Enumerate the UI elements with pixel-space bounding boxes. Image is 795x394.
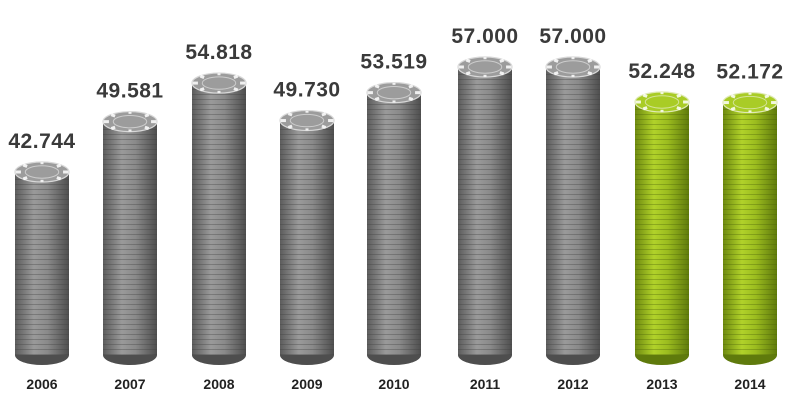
- chip-edge-mark: [764, 94, 770, 99]
- value-label-2009: 49.730: [273, 79, 340, 102]
- value-label-2012: 57.000: [539, 25, 606, 48]
- chip-edge-mark: [110, 125, 116, 130]
- x-tick-label-2010: 2010: [378, 376, 409, 392]
- x-tick-label-2008: 2008: [203, 376, 234, 392]
- x-tick-label-2007: 2007: [114, 376, 145, 392]
- x-tick-label-2013: 2013: [646, 376, 677, 392]
- chip-edge-mark: [321, 112, 327, 117]
- chip-edge-mark: [22, 176, 28, 181]
- value-label-2011: 57.000: [451, 25, 518, 48]
- chip-edge-mark: [553, 58, 559, 63]
- stack-top-chip: [191, 72, 247, 94]
- stack-top-chip: [279, 109, 335, 132]
- stack-ridges: [192, 83, 246, 355]
- chip-edge-mark: [642, 93, 648, 98]
- chip-edge-mark: [22, 163, 28, 168]
- chip-ring: [732, 95, 768, 110]
- chip-edge-mark: [676, 106, 682, 111]
- x-tick-label-2009: 2009: [291, 376, 322, 392]
- chip-edge-mark: [199, 87, 205, 92]
- chip-ring: [24, 165, 60, 179]
- chip-edge-mark: [465, 71, 471, 76]
- chip-ring: [289, 113, 325, 128]
- chip-edge-mark: [676, 93, 682, 98]
- chip-edge-mark: [408, 84, 414, 89]
- chip-edge-mark: [287, 112, 293, 117]
- chip-edge-mark: [465, 58, 471, 63]
- chip-stack-2007: [102, 111, 158, 365]
- chip-edge-mark: [144, 113, 150, 118]
- stack-top-chip: [722, 91, 778, 114]
- value-label-2007: 49.581: [96, 80, 163, 103]
- stack-ridges: [367, 92, 421, 356]
- chip-edge-mark: [764, 106, 770, 111]
- chip-edge-mark: [56, 163, 62, 168]
- stack-ridges: [280, 120, 334, 356]
- value-label-2008: 54.818: [185, 41, 252, 64]
- chip-ring: [555, 60, 591, 74]
- chip-edge-mark: [287, 124, 293, 129]
- stack-ridges: [15, 172, 69, 355]
- value-label-2013: 52.248: [628, 60, 695, 83]
- stack-top-chip: [366, 82, 422, 104]
- stack-ridges: [103, 121, 157, 355]
- stack-ridges: [458, 67, 512, 355]
- chip-edge-mark: [499, 58, 505, 63]
- chip-edge-mark: [730, 94, 736, 99]
- chip-edge-mark: [642, 106, 648, 111]
- chip-edge-mark: [374, 96, 380, 101]
- value-label-2014: 52.172: [716, 61, 783, 84]
- chip-stack-2009: [279, 109, 335, 365]
- stack-top-chip: [457, 56, 513, 78]
- x-tick-label-2012: 2012: [557, 376, 588, 392]
- chip-stack-2011: [457, 56, 513, 365]
- chip-ring: [112, 114, 148, 129]
- chip-edge-mark: [374, 84, 380, 89]
- chip-edge-mark: [110, 113, 116, 118]
- chip-edge-mark: [56, 176, 62, 181]
- chip-edge-mark: [199, 74, 205, 79]
- stack-ridges: [723, 102, 777, 356]
- chip-edge-mark: [730, 106, 736, 111]
- chip-stack-2013: [634, 91, 690, 365]
- chip-stack-2012: [545, 56, 601, 365]
- value-label-2010: 53.519: [360, 51, 427, 74]
- x-tick-label-2014: 2014: [734, 376, 765, 392]
- chip-stack-2006: [14, 161, 70, 365]
- stack-ridges: [546, 67, 600, 355]
- x-tick-label-2011: 2011: [470, 376, 501, 392]
- chip-stack-2014: [722, 91, 778, 365]
- stack-top-chip: [14, 161, 70, 183]
- chip-edge-mark: [144, 125, 150, 130]
- chip-edge-mark: [587, 71, 593, 76]
- stack-top-chip: [102, 111, 158, 133]
- chip-edge-mark: [408, 96, 414, 101]
- chip-edge-mark: [233, 87, 239, 92]
- chip-stack-2010: [366, 82, 422, 365]
- stack-top-chip: [634, 91, 690, 113]
- chip-edge-mark: [321, 124, 327, 129]
- x-tick-label-2006: 2006: [26, 376, 57, 392]
- chip-edge-mark: [233, 74, 239, 79]
- chip-ring: [201, 76, 237, 90]
- chip-ring: [644, 95, 680, 109]
- stack-top-chip: [545, 56, 601, 78]
- value-label-2006: 42.744: [8, 130, 75, 153]
- chip-ring: [467, 60, 503, 74]
- chip-edge-mark: [587, 58, 593, 63]
- chip-stack-2008: [191, 72, 247, 365]
- chip-edge-mark: [553, 71, 559, 76]
- chip-ring: [376, 85, 412, 100]
- stack-ridges: [635, 102, 689, 355]
- chip-edge-mark: [499, 71, 505, 76]
